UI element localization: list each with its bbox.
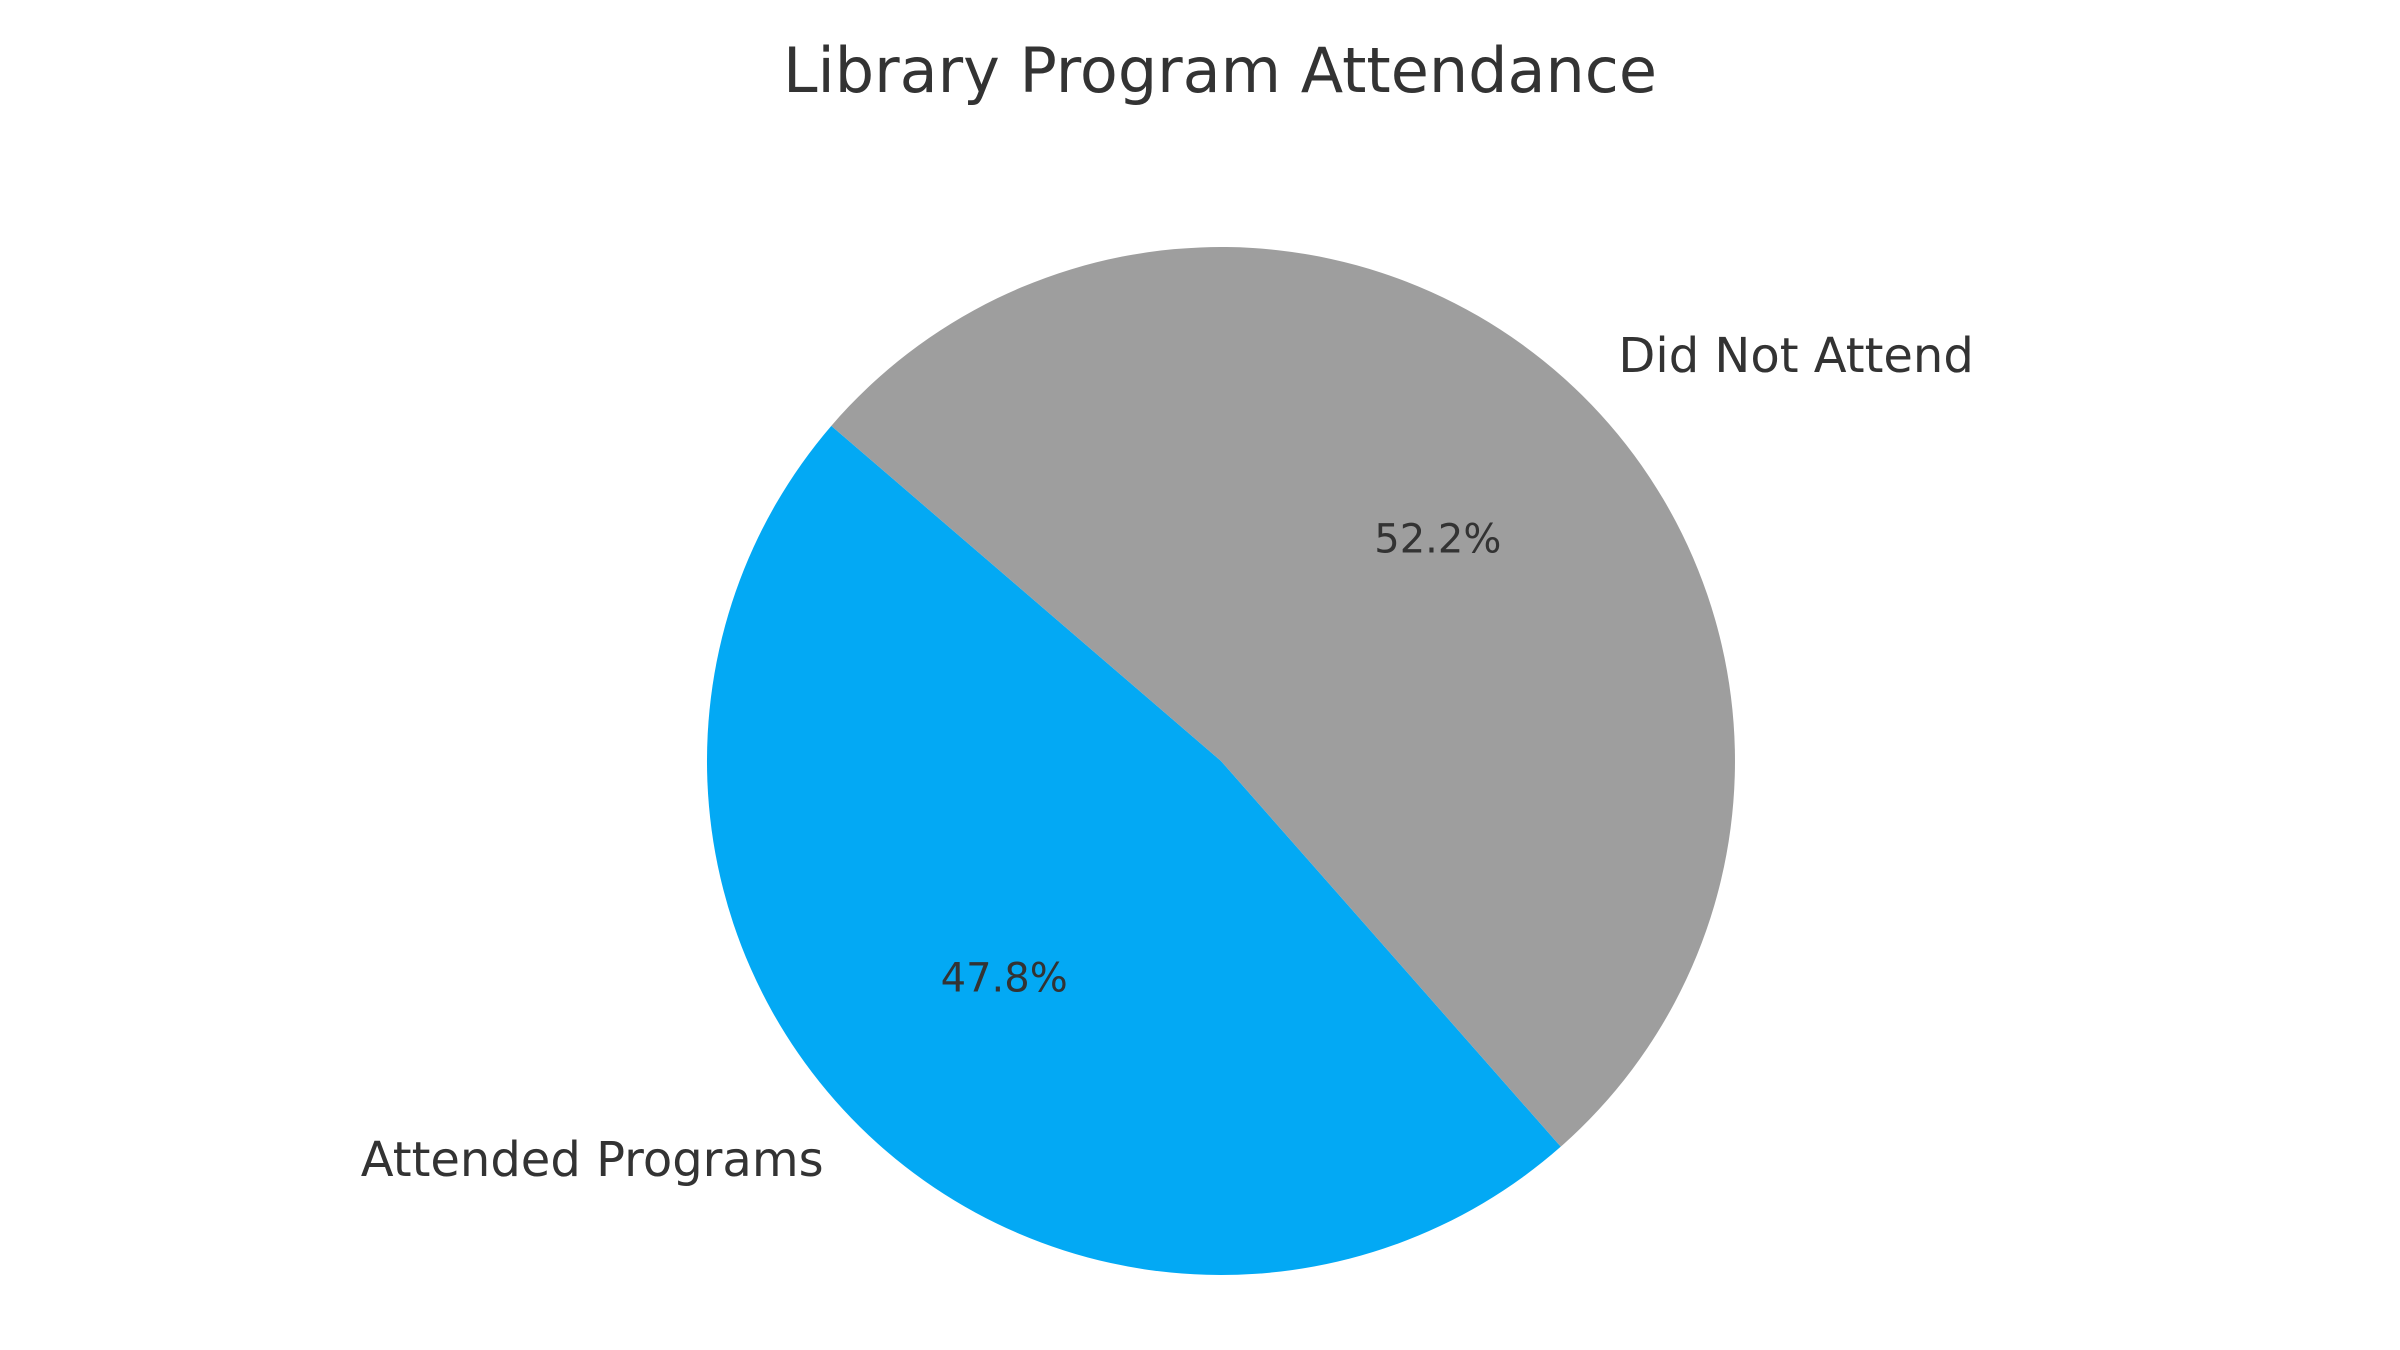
slice-percent-label: 47.8%	[941, 955, 1068, 1001]
slice-label: Did Not Attend	[1618, 328, 1973, 384]
chart-title: Library Program Attendance	[783, 34, 1657, 107]
slice-label: Attended Programs	[361, 1132, 824, 1188]
slice-percent-label: 52.2%	[1374, 517, 1501, 563]
pie-slice-did-not-attend	[831, 247, 1735, 1147]
pie-slices	[706, 247, 1735, 1276]
pie-slice-attended-programs	[706, 425, 1561, 1276]
pie-labels: Attended Programs 47.8% Did Not Attend 52.2…	[361, 328, 1974, 1188]
